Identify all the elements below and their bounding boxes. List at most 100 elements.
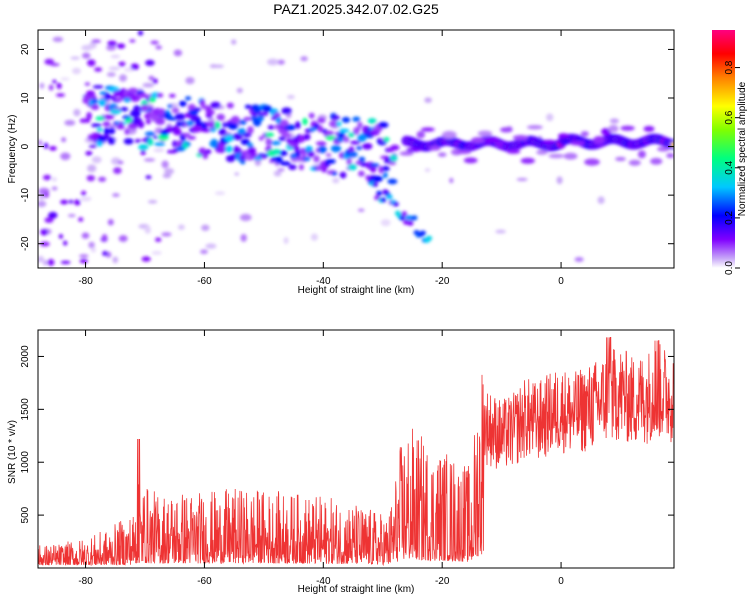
spectrogram-cell [96,127,103,132]
colorbar-tick-label: 0.4 [724,160,735,174]
spectrogram-cell [317,117,326,124]
spectrogram-cell [153,148,165,152]
spectrogram-frame [37,29,675,269]
spectrogram-panel: -80 -60 -40 -20 0 -20 -10 0 10 20 Height of strai… [7,29,675,296]
spectrogram-cell [91,39,102,43]
spectrogram-cell [240,138,251,146]
spectrogram-cell [129,39,136,43]
spectrogram-cell [98,176,107,182]
spectrogram-cell [637,150,646,159]
spectrogram-cell [195,116,201,124]
spectrogram-cell [152,135,159,139]
colorbar-tick-label: 0.0 [724,261,735,275]
spectrogram-cell [144,225,151,234]
spectrogram-cell [424,97,432,103]
colorbar-label: Normalized spectral amplitude [737,81,748,216]
spectrogram-cell [298,164,304,171]
spectrogram-cell [79,254,89,258]
spectrogram-cell [84,82,91,86]
spectrogram-cell [185,96,192,101]
spectrogram-cell [666,153,674,159]
spectrogram-cell [91,123,102,128]
spectrogram-cell [546,113,554,122]
spectrogram-cell [220,142,226,151]
spectrogram-cell [271,149,282,155]
spectrogram-cell [129,95,138,101]
spectrogram-cell [411,215,418,221]
spectrogram-cell [106,45,117,51]
spectrogram-cell [406,147,422,152]
spectrogram-cell [191,124,203,133]
spectrogram-cell [303,133,311,141]
spectrogram-cell [273,112,281,118]
spectrogram-cell [112,193,120,198]
spectrogram-cell [211,138,217,145]
spectrogram-cell [87,59,96,67]
spectrogram-cell [103,127,110,135]
spectrogram-cell [113,167,122,175]
spectrogram-cell [315,141,327,146]
spectrogram-cell [332,177,340,184]
spectrogram-cell [60,199,69,205]
spectrogram-cell [343,135,350,143]
spectrogram-cell [38,255,44,263]
spectrogram-cell [91,98,99,104]
spectrogram-cell [103,133,110,140]
spectrogram-cell [278,136,286,141]
spectrogram-cell [221,123,230,127]
spectrogram-cell [383,137,390,142]
spectrogram-cell [279,119,289,127]
spectrogram-cell [168,93,176,98]
spectrogram-cell [60,152,71,161]
spectrogram-cell [285,124,296,131]
spectrogram-cell [207,121,217,129]
spectrogram-cell [226,102,234,109]
spectrogram-cell [371,127,383,132]
spectrogram-xlabel: Height of straight line (km) [298,285,415,296]
spectrogram-cell [80,197,92,202]
spectrogram-cell [243,116,253,121]
snr-ytick-label: 1500 [20,398,31,421]
spectrogram-cell [608,124,619,133]
spectrogram-cell [48,211,58,219]
spectrogram-cell [101,234,108,241]
spectrogram-cell [273,170,282,177]
spectrogram-cell [357,133,367,142]
spectrogram-cell [331,171,337,176]
spectrogram-cell [78,217,84,222]
spectrogram-cell [182,142,189,149]
spectrogram-cell [382,172,388,179]
spectrogram-cell [357,208,365,212]
spectrogram-cell [584,158,600,166]
spectrogram-cell [147,200,158,204]
colorbar-ticks: 0.0 0.2 0.4 0.6 0.8 [724,60,740,275]
spectrogram-cell [72,67,81,75]
spectrogram-cell [471,137,485,144]
spectrogram-cell [178,224,185,230]
spectrogram-cell [178,100,187,107]
spectrogram-cell [548,153,565,159]
spectrogram-cell [155,45,163,50]
spectrogram-cell [242,132,252,138]
colorbar-tick-label: 0.8 [724,60,735,74]
spectrogram-cell [294,121,301,129]
spectrogram-cell [51,186,58,191]
spectrogram-cell [107,219,114,226]
spectrogram-xtick-label: -20 [435,276,450,287]
spectrogram-cell [288,164,297,170]
spectrogram-cell [88,241,95,249]
spectrogram-cell [348,151,358,158]
spectrogram-cell [102,251,109,256]
spectrogram-cell [123,67,134,73]
spectrogram-cell [355,146,363,150]
spectrogram-cell [274,156,283,164]
spectrogram-cell [88,144,98,148]
spectrogram-cell [154,142,166,147]
spectrogram-ytick-label: 10 [20,92,31,104]
spectrogram-cell [330,145,342,153]
spectrogram-cell [348,163,357,171]
spectrogram-cell [94,67,103,72]
spectrogram-ticks: -80 -60 -40 -20 0 -20 -10 0 10 20 [20,30,674,287]
spectrogram-cell [358,156,366,163]
